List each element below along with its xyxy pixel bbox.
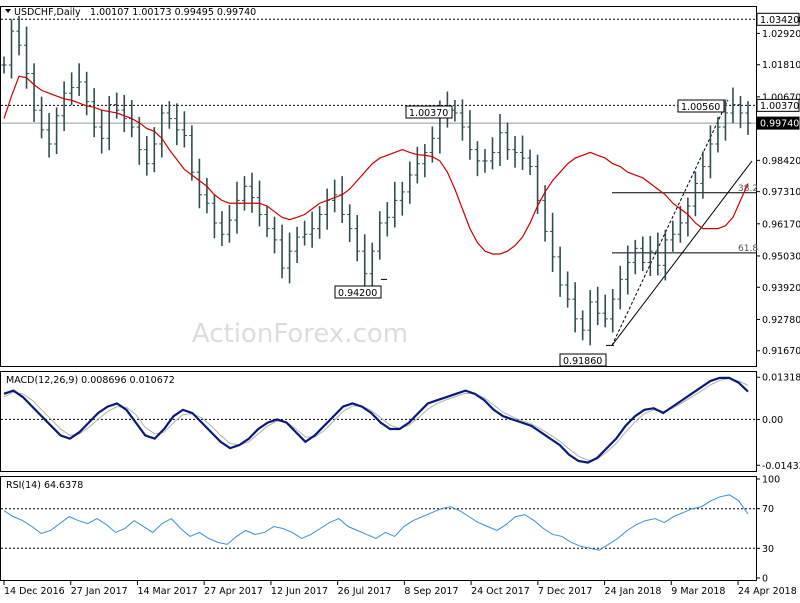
price-tag-box-level [756,98,800,112]
price-panel-frame [0,6,757,367]
price-tick-label-6: 0.96170 [762,219,800,230]
annotation-label-2: 0.94200 [338,288,377,299]
dropdown-triangle-icon[interactable] [5,9,11,13]
price-tag-box-high [756,12,800,26]
x-tick-label-3: 27 Apr 2017 [204,586,263,597]
annotation-label-1: 1.00560 [681,102,720,113]
sma-line [3,75,749,255]
dashed-projection-line [611,99,729,346]
price-tag-level: 1.00370 [760,101,799,112]
price-tick-label-5: 0.97310 [762,187,800,198]
macd-tick-label-2: -0.014339 [762,461,800,472]
rsi-line [3,494,749,551]
ohlc-label: 1.00107 1.00173 0.99495 0.99740 [90,7,256,18]
annotation-box-2 [334,285,382,299]
watermark: ActionForex.com [192,319,408,349]
axis-layer: 1.03420 1.02920 1.01810 1.00670 0.98420 0.973… [3,12,800,597]
price-tick-label-4: 0.98420 [762,156,800,167]
annotation-label-3: 0.91860 [563,356,602,367]
price-tick-label-2: 1.01810 [762,60,800,71]
x-tick-label-8: 7 Dec 2017 [538,586,593,597]
symbol-label: USDCHF,Daily [14,7,81,18]
x-tick-label-9: 24 Jan 2018 [605,586,662,597]
fib-label-0: 38.2 [738,184,758,194]
x-tick-label-4: 12 Jun 2017 [271,586,328,597]
x-tick-label-6: 8 Sep 2017 [404,586,458,597]
price-tag-last: 0.99740 [760,119,799,130]
price-tick-label-8: 0.93920 [762,283,800,294]
x-tick-label-2: 14 Mar 2017 [137,586,197,597]
x-tick-label-5: 26 Jul 2017 [338,586,392,597]
annotation-label-0: 1.00370 [409,108,448,119]
price-layer: 38.2 61.8 1.00370 1.00560 0.94200 0.91860 [1,15,758,367]
x-tick-label-1: 27 Jan 2017 [71,586,128,597]
price-tick-label-10: 0.91670 [762,346,800,357]
macd-line [3,376,749,464]
price-tick-label-3: 1.00670 [762,92,800,103]
price-tick-label-9: 0.92780 [762,315,800,326]
price-tick-label-7: 0.95030 [762,251,800,262]
rsi-title: RSI(14) 64.6378 [6,480,83,491]
macd-layer [1,376,756,464]
rsi-layer [1,494,756,551]
macd-tick-label-1: 0.00 [762,415,783,426]
x-tick-label-11: 24 Apr 2018 [738,586,797,597]
annotation-box-0 [405,105,453,119]
rsi-tick-label-3: 0 [762,574,768,585]
macd-title: MACD(12,26,9) 0.008696 0.010672 [6,375,175,386]
trend-line [611,160,753,346]
x-tick-label-10: 9 Mar 2018 [671,586,725,597]
price-tag-high: 1.03420 [760,15,799,26]
annotation-box-1 [677,99,725,113]
macd-tick-label-0: 0.013184 [762,373,800,384]
price-tick-label-1: 1.02920 [762,29,800,40]
rsi-tick-label-2: 30 [762,544,774,555]
x-tick-label-0: 14 Dec 2016 [4,586,65,597]
macd-signal-line [3,377,749,461]
fib-label-1: 61.8 [738,244,758,254]
annotation-box-3 [559,353,607,367]
rsi-tick-label-1: 70 [762,504,774,515]
price-tag-box-last [756,116,800,130]
rsi-panel-frame [0,476,757,581]
x-tick-label-7: 24 Oct 2017 [471,586,530,597]
rsi-tick-label-0: 100 [762,475,780,486]
